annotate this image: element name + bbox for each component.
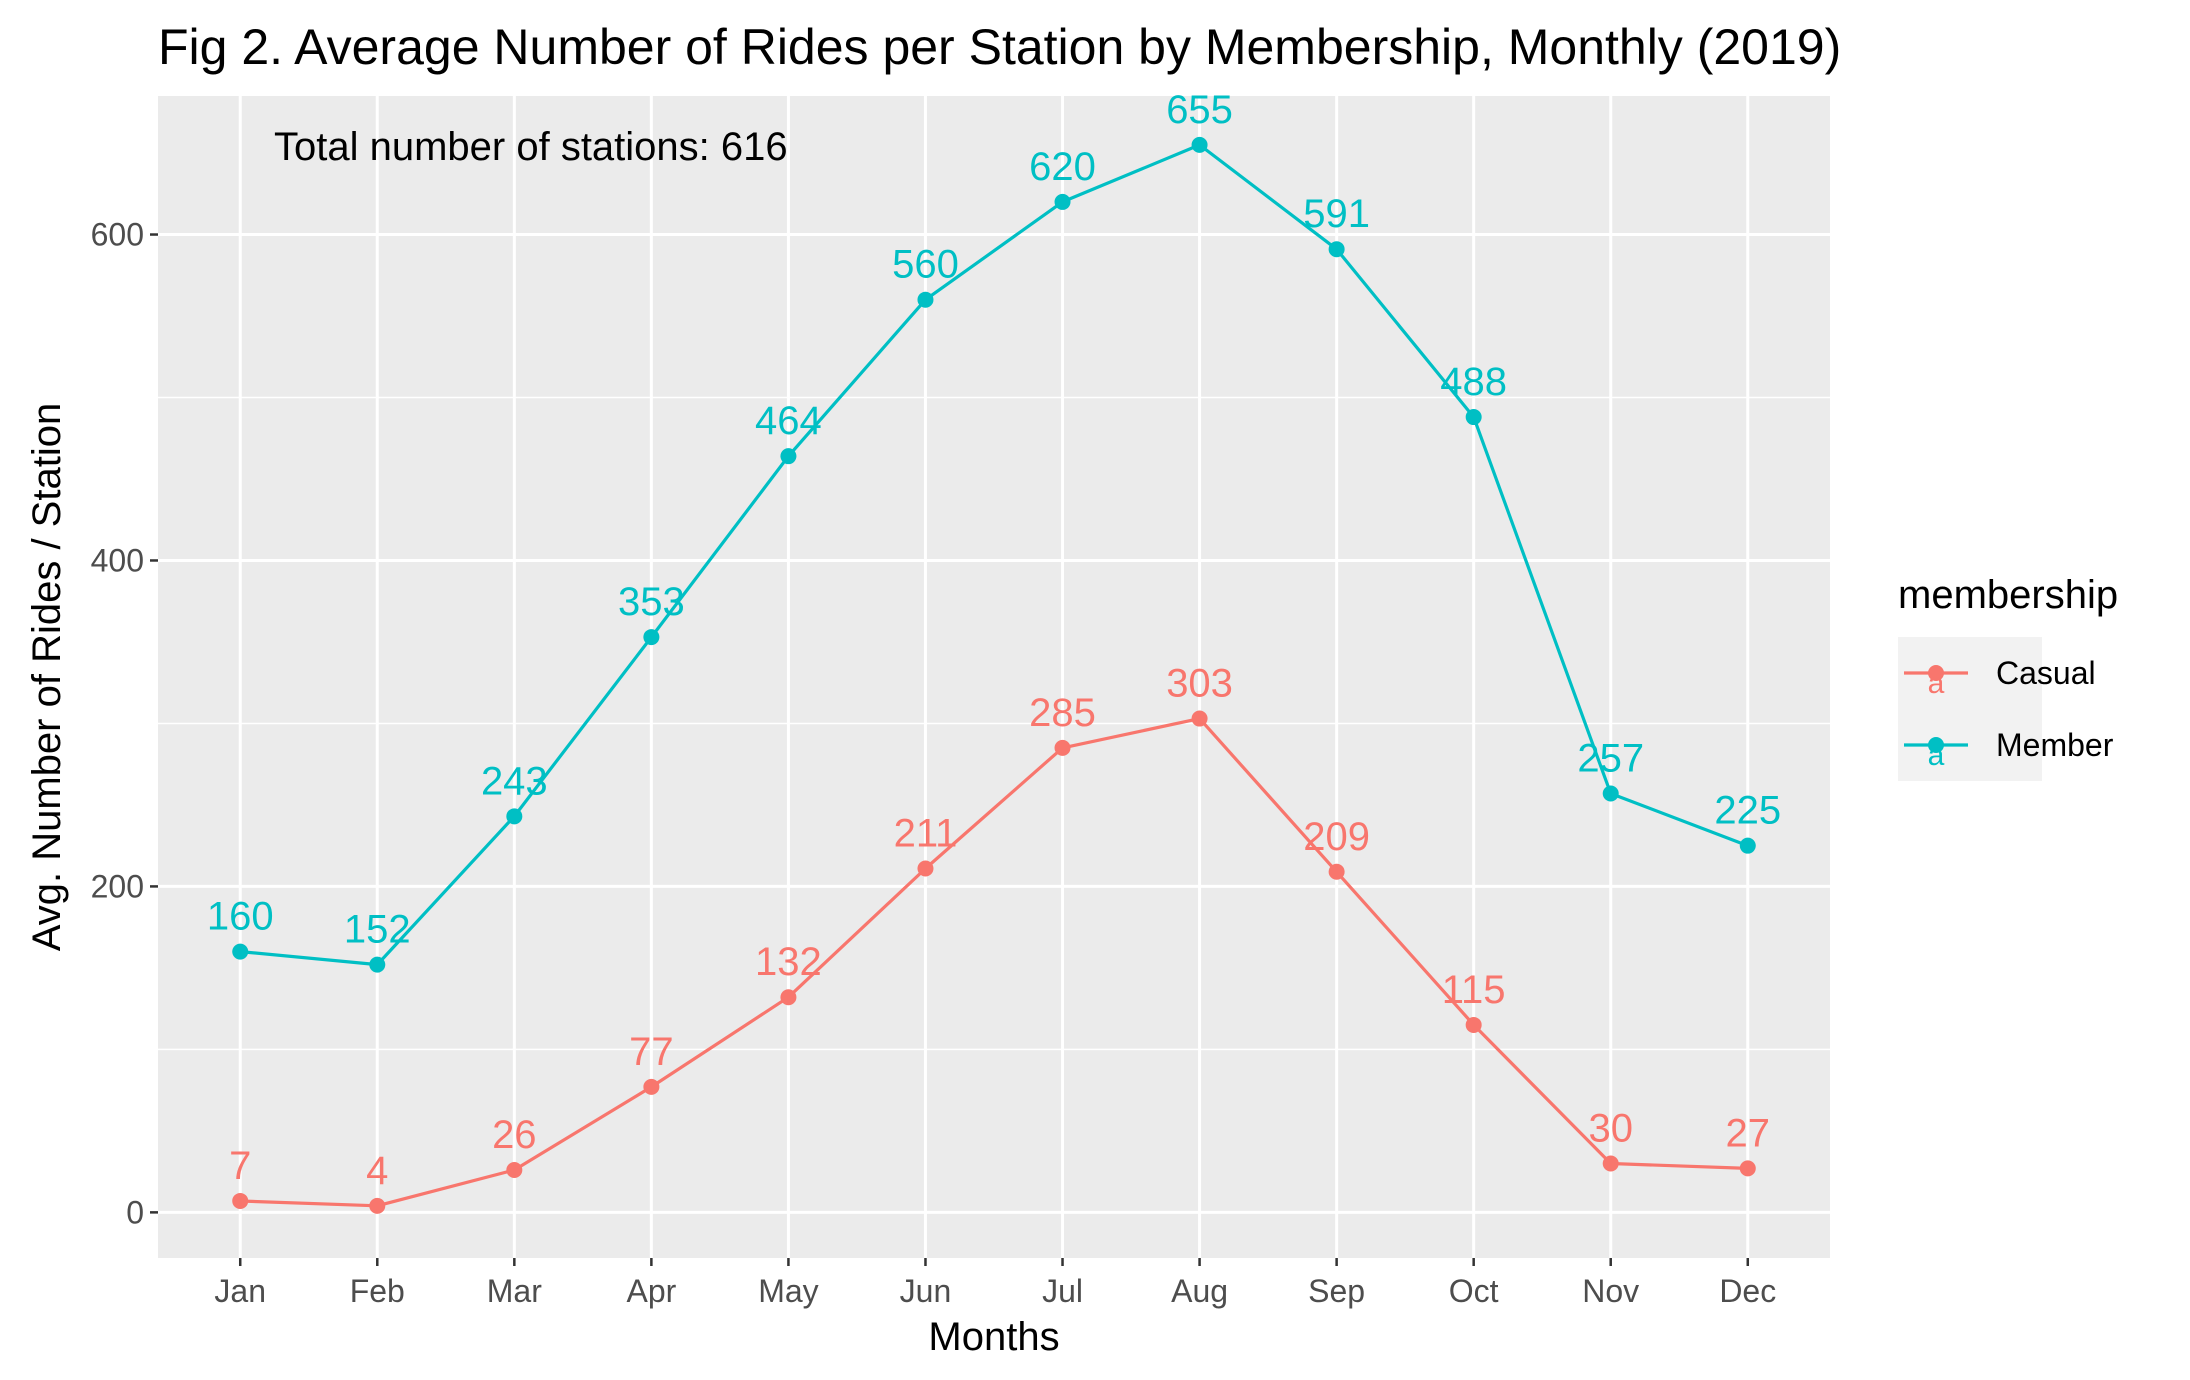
data-point-casual <box>232 1192 249 1209</box>
data-label-casual: 211 <box>894 811 958 855</box>
data-point-member <box>1328 241 1345 258</box>
data-point-casual <box>643 1078 660 1095</box>
stations-annotation: Total number of stations: 616 <box>274 125 788 169</box>
x-tick-label: Jul <box>1042 1273 1083 1309</box>
data-point-casual <box>1739 1160 1756 1177</box>
data-point-casual <box>369 1197 386 1214</box>
data-label-member: 160 <box>207 895 274 939</box>
x-tick-label: Nov <box>1582 1273 1639 1309</box>
x-axis: Jan Feb Mar Apr May Jun Jul Aug Sep Oct Nov Dec <box>214 1258 1776 1309</box>
grid-major <box>158 96 1830 1258</box>
legend-key-text-casual: a <box>1928 667 1945 700</box>
data-label-casual: 285 <box>1029 691 1096 735</box>
data-label-casual: 115 <box>1442 968 1506 1012</box>
data-label-casual: 26 <box>492 1113 537 1157</box>
data-point-casual <box>1191 710 1208 727</box>
legend: membership a Casual a Member <box>1898 573 2118 781</box>
data-label-casual: 132 <box>755 940 822 984</box>
legend-items: a Casual a Member <box>1904 655 2114 772</box>
x-tick-label: May <box>758 1273 818 1309</box>
x-tick-label: Feb <box>350 1273 405 1309</box>
y-tick-label: 200 <box>91 868 144 904</box>
x-tick-label: Mar <box>487 1273 542 1309</box>
data-point-casual <box>506 1161 523 1178</box>
x-axis-title: Months <box>928 1315 1059 1359</box>
data-point-member <box>1054 193 1071 210</box>
data-labels: 7 4 26 77 132 211 285 303 209 115 30 27 160 152 243 353… <box>207 88 1781 1193</box>
data-label-member: 655 <box>1166 88 1233 132</box>
data-point-member <box>780 448 797 465</box>
grid-minor <box>158 396 1830 1051</box>
data-point-casual <box>780 989 797 1006</box>
y-tick-label: 400 <box>91 542 144 578</box>
y-axis-title: Avg. Number of Rides / Station <box>25 403 69 951</box>
series-line-member <box>240 143 1749 967</box>
legend-key-text-member: a <box>1928 739 1945 772</box>
data-label-member: 560 <box>892 243 959 287</box>
data-point-member <box>643 629 660 646</box>
y-axis: 0 200 400 600 <box>91 217 158 1230</box>
data-label-member: 591 <box>1303 192 1370 236</box>
chart-title: Fig 2. Average Number of Rides per Stati… <box>158 19 1841 75</box>
data-point-member <box>369 956 386 973</box>
data-point-member <box>1465 409 1482 426</box>
series-layer <box>232 136 1756 1214</box>
data-point-member <box>1739 837 1756 854</box>
data-label-member: 257 <box>1577 737 1644 781</box>
data-point-member <box>1191 136 1208 153</box>
data-label-member: 620 <box>1029 145 1096 189</box>
data-point-member <box>1602 785 1619 802</box>
legend-key-point-member <box>1928 737 1944 753</box>
legend-key-point-casual <box>1928 665 1944 681</box>
data-point-casual <box>1465 1016 1482 1033</box>
y-tick-label: 600 <box>91 217 144 253</box>
data-label-casual: 4 <box>366 1149 388 1193</box>
data-label-casual: 303 <box>1166 662 1233 706</box>
data-label-member: 225 <box>1714 789 1781 833</box>
data-label-member: 464 <box>755 399 822 443</box>
data-point-member <box>917 291 934 308</box>
x-tick-label: Aug <box>1171 1273 1228 1309</box>
data-point-casual <box>917 860 934 877</box>
legend-label-casual: Casual <box>1996 655 2096 691</box>
data-label-casual: 77 <box>629 1030 674 1074</box>
plot-panel <box>158 96 1830 1258</box>
data-label-casual: 30 <box>1588 1106 1633 1150</box>
legend-title: membership <box>1898 573 2118 617</box>
data-label-member: 152 <box>344 908 411 952</box>
series-line-casual <box>240 716 1748 1208</box>
data-point-member <box>232 943 249 960</box>
data-point-casual <box>1602 1155 1619 1172</box>
data-label-member: 353 <box>618 580 685 624</box>
legend-label-member: Member <box>1996 727 2114 763</box>
legend-background <box>1898 637 2042 781</box>
y-tick-label: 0 <box>126 1194 144 1230</box>
data-label-casual: 27 <box>1726 1111 1771 1155</box>
x-tick-label: Jun <box>900 1273 952 1309</box>
data-label-member: 488 <box>1440 360 1507 404</box>
x-tick-label: Sep <box>1308 1273 1365 1309</box>
data-label-member: 243 <box>481 759 548 803</box>
data-label-casual: 209 <box>1303 815 1370 859</box>
data-point-member <box>506 808 523 825</box>
x-tick-label: Dec <box>1719 1273 1776 1309</box>
x-tick-label: Jan <box>214 1273 266 1309</box>
x-tick-label: Oct <box>1449 1273 1499 1309</box>
x-tick-label: Apr <box>626 1273 676 1309</box>
data-label-casual: 7 <box>229 1144 251 1188</box>
data-point-casual <box>1328 863 1345 880</box>
data-point-casual <box>1054 739 1071 756</box>
